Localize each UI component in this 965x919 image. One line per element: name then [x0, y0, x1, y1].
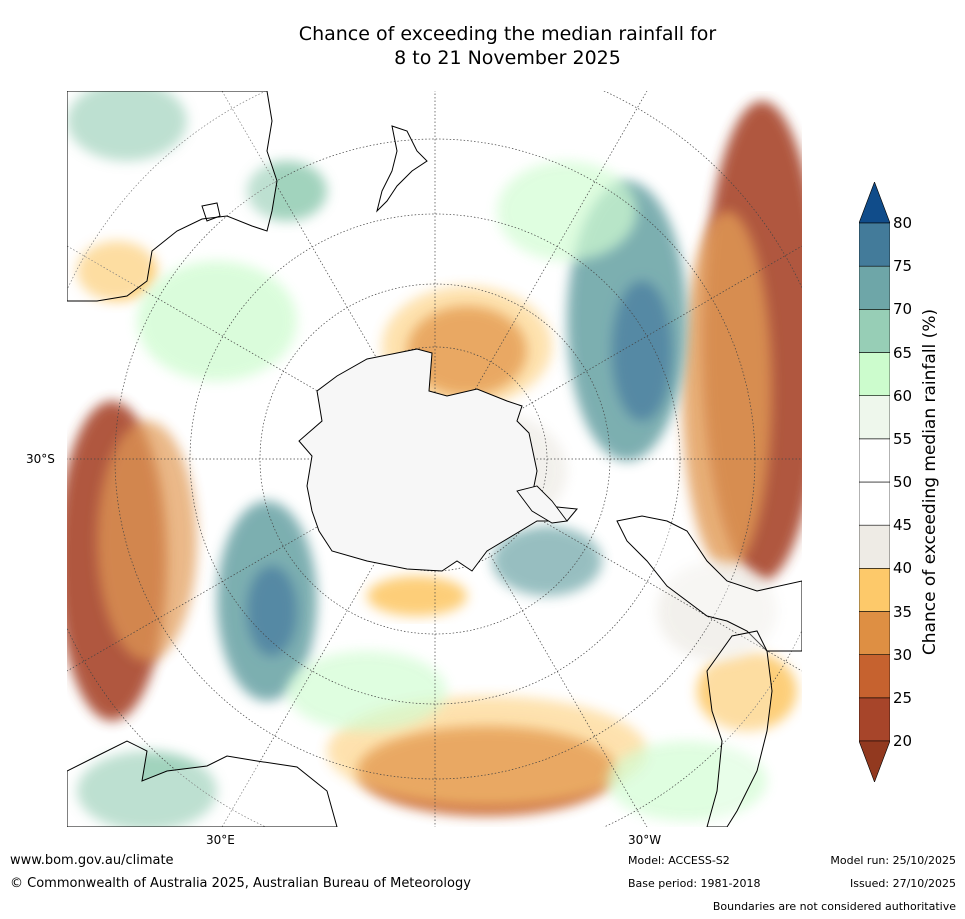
- wet-region-pacific-core: [612, 281, 672, 421]
- colorbar-band-50-55: [859, 438, 890, 483]
- colorbar-tick-25: 25: [893, 688, 913, 707]
- base-period: Base period: 1981-2018: [628, 877, 761, 890]
- wet-region-band-2: [497, 161, 637, 261]
- colorbar-band-45-50: [859, 481, 890, 526]
- colorbar-band-55-60: [859, 395, 890, 440]
- model-name: Model: ACCESS-S2: [628, 854, 730, 867]
- chart-title: Chance of exceeding the median rainfall …: [0, 22, 965, 70]
- wet-region-band-3: [287, 651, 447, 731]
- title-line-2: 8 to 21 November 2025: [394, 47, 621, 69]
- issued-date: Issued: 27/10/2025: [849, 877, 956, 890]
- colorbar-tick-30: 30: [893, 645, 913, 664]
- colorbar: [859, 182, 890, 782]
- wet-region-band-4: [607, 741, 767, 821]
- colorbar-tick-35: 35: [893, 602, 913, 621]
- colorbar-band-70-75: [859, 265, 890, 310]
- latitude-label-30s: 30°S: [26, 452, 55, 466]
- website-link[interactable]: www.bom.gov.au/climate: [10, 853, 174, 868]
- wet-region-drake: [492, 526, 602, 596]
- colorbar-band-25-30: [859, 654, 890, 699]
- colorbar-under-arrow: [859, 740, 890, 782]
- map-canvas: [67, 91, 802, 827]
- wet-region-indian-core: [247, 566, 297, 656]
- longitude-label-30e: 30°E: [206, 833, 235, 847]
- wet-region-australia-west: [67, 91, 187, 161]
- dry-region-tasman: [77, 241, 157, 301]
- boundaries-disclaimer: Boundaries are not considered authoritat…: [712, 900, 956, 913]
- colorbar-tick-50: 50: [893, 473, 913, 491]
- colorbar-tick-40: 40: [893, 559, 913, 578]
- rainfall-map: [67, 91, 802, 827]
- colorbar-band-40-45: [859, 524, 890, 569]
- neutral-region-2: [657, 561, 777, 661]
- colorbar-tick-60: 60: [893, 386, 913, 405]
- dry-region-weddell: [367, 576, 467, 616]
- colorbar-band-75-80: [859, 222, 890, 267]
- dry-region-argentina: [697, 651, 797, 731]
- south-america-coastline: [616, 515, 802, 652]
- title-line-1: Chance of exceeding the median rainfall …: [298, 23, 717, 45]
- southern-africa-coastline: [67, 740, 338, 827]
- colorbar-tick-70: 70: [893, 300, 913, 319]
- africa-coastline: [706, 630, 773, 827]
- colorbar-band-65-70: [859, 309, 890, 353]
- tasmania-coastline: [201, 202, 221, 222]
- model-run-date: Model run: 25/10/2025: [830, 854, 956, 867]
- colorbar-band-60-65: [859, 352, 890, 396]
- antarctic-peninsula: [516, 485, 568, 524]
- colorbar-band-35-40: [859, 568, 890, 612]
- copyright-text: © Commonwealth of Australia 2025, Austra…: [10, 876, 471, 891]
- longitude-label-30w: 30°W: [628, 833, 662, 847]
- colorbar-tick-45: 45: [893, 516, 913, 535]
- antarctica-coastline: [298, 348, 578, 572]
- dry-region-west-indian-edge: [97, 421, 197, 661]
- colorbar-tick-75: 75: [893, 257, 913, 276]
- wet-region-tasman: [247, 161, 327, 221]
- colorbar-over-arrow: [859, 182, 890, 224]
- wet-region-africa: [77, 751, 217, 827]
- colorbar-tick-80: 80: [893, 214, 913, 232]
- colorbar-tick-55: 55: [893, 429, 913, 448]
- new-zealand-coastline: [376, 125, 428, 213]
- dry-region-east-pacific-edge: [682, 211, 772, 571]
- colorbar-tick-65: 65: [893, 343, 913, 362]
- colorbar-label: Chance of exceeding median rainfall (%): [920, 308, 940, 656]
- colorbar-band-30-35: [859, 611, 890, 655]
- wet-region-band-1: [137, 261, 297, 381]
- australia-coastline: [67, 91, 278, 302]
- colorbar-tick-20: 20: [893, 732, 913, 750]
- colorbar-band-20-25: [859, 697, 890, 742]
